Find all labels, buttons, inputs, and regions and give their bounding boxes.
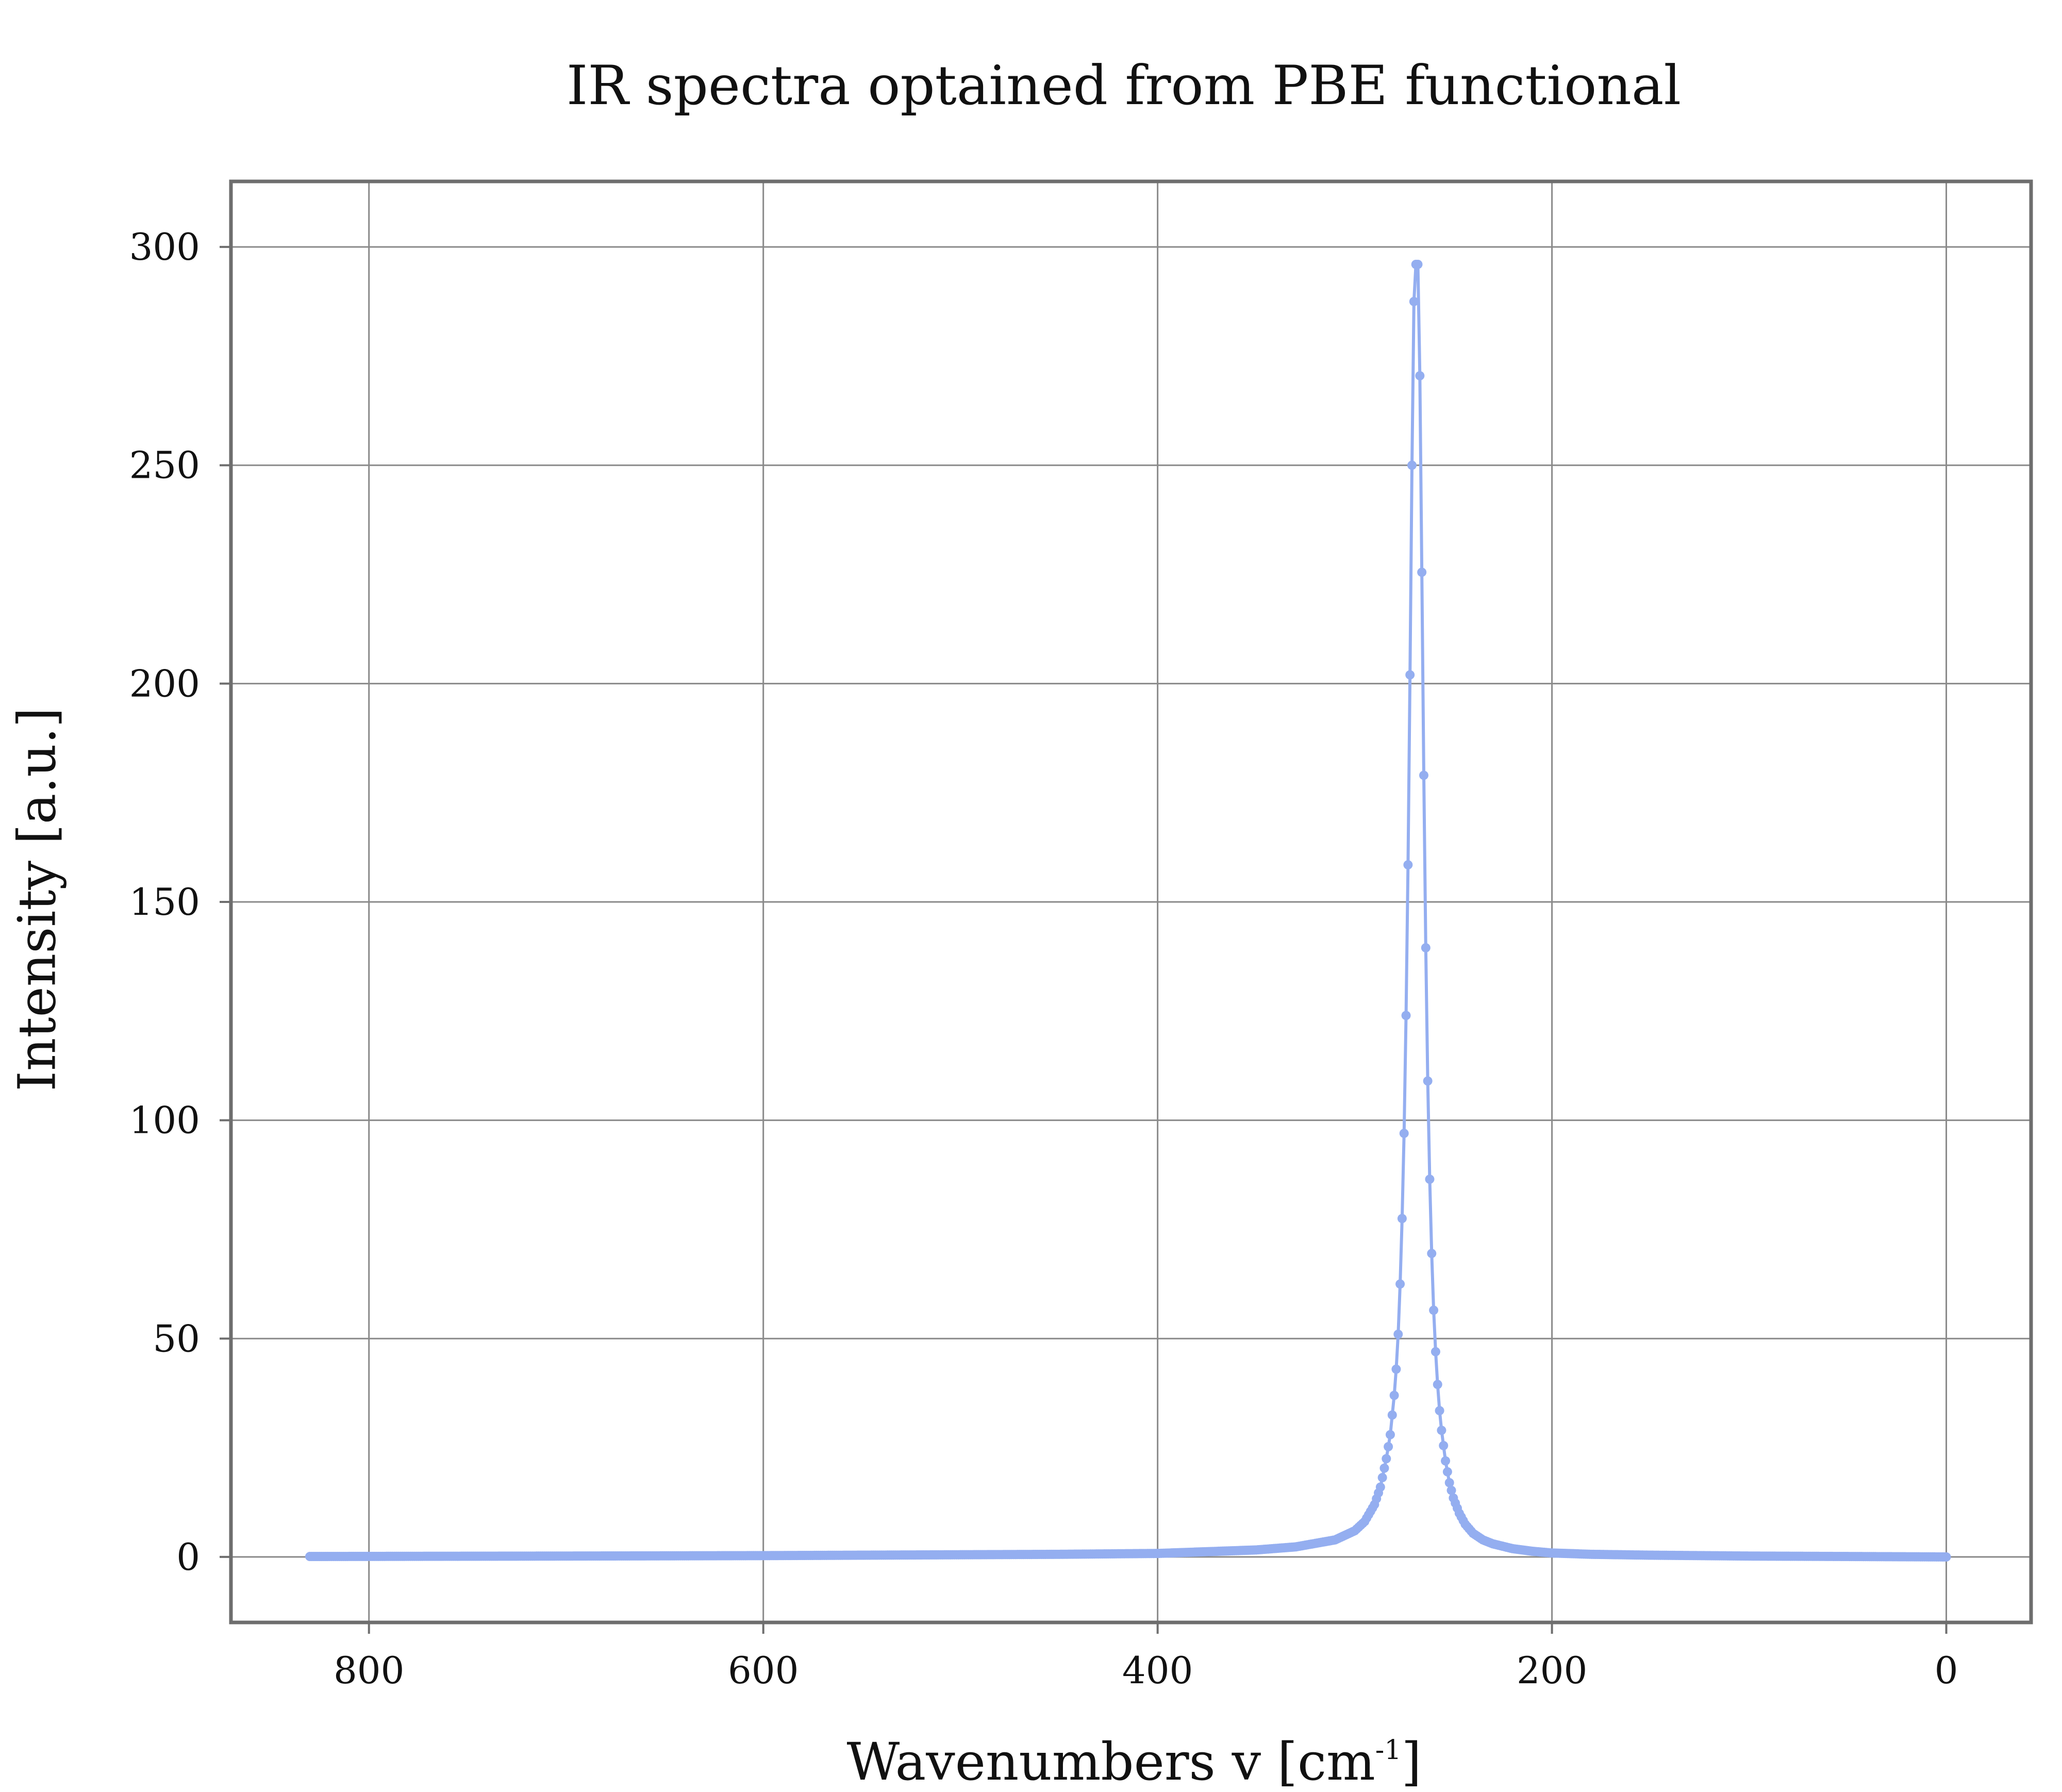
- spectrum-point: [1444, 1478, 1454, 1487]
- x-tick-label: 800: [334, 1649, 404, 1692]
- spectrum-point: [1433, 1380, 1442, 1389]
- spectrum-point: [1384, 1442, 1393, 1451]
- spectrum-point: [1379, 1463, 1389, 1473]
- chart-title: IR spectra optained from PBE functional: [566, 54, 1682, 117]
- y-tick-label: 300: [129, 225, 200, 269]
- spectrum-point: [1409, 297, 1419, 306]
- spectrum-point: [1431, 1347, 1440, 1356]
- spectrum-point: [1389, 1391, 1399, 1400]
- x-axis-label-main: Wavenumbers v [cm: [846, 1732, 1375, 1792]
- x-axis-label-superscript: -1: [1375, 1735, 1402, 1766]
- spectrum-point: [1393, 1329, 1403, 1339]
- spectrum-point: [1437, 1426, 1446, 1435]
- spectrum-point: [1417, 567, 1427, 577]
- y-tick-label: 0: [176, 1535, 200, 1579]
- spectrum-point: [1395, 1279, 1405, 1289]
- spectrum-point: [1421, 943, 1431, 952]
- spectrum-point: [1375, 1482, 1385, 1492]
- spectrum-point: [1407, 460, 1417, 470]
- spectrum-point: [1439, 1441, 1449, 1450]
- spectrum-point: [1419, 771, 1428, 780]
- series-layer: [305, 259, 1951, 1562]
- spectrum-point: [1385, 1430, 1395, 1439]
- spectrum-point: [1397, 1214, 1407, 1224]
- y-tick-label: 200: [129, 662, 200, 705]
- spectrum-point: [1401, 1011, 1411, 1020]
- axis-ticks: 800 600 400 200 0 0 50 100 150 200 250 300: [129, 225, 1958, 1692]
- spectrum-point: [1391, 1364, 1401, 1374]
- spectrum-point: [1429, 1305, 1439, 1315]
- spectrum-point: [1377, 1472, 1387, 1482]
- spectrum-point: [1387, 1410, 1397, 1420]
- spectrum-point: [1415, 371, 1425, 381]
- spectrum-line: [309, 262, 1947, 1559]
- spectrum-point: [1382, 1454, 1391, 1464]
- spectrum-point: [1442, 1467, 1452, 1477]
- y-tick-label: 50: [153, 1317, 200, 1360]
- spectrum-point: [1405, 670, 1415, 680]
- spectrum-point: [1427, 1249, 1437, 1259]
- spectrum-point: [1446, 1485, 1456, 1495]
- spectrum-point: [1435, 1406, 1444, 1416]
- spectrum-point: [1441, 1456, 1451, 1466]
- x-axis-label: Wavenumbers v [cm-1]: [0, 1732, 2062, 1792]
- spectrum-point: [1941, 1552, 1951, 1562]
- y-tick-label: 150: [129, 880, 200, 924]
- grid: [231, 181, 2031, 1622]
- x-tick-label: 200: [1517, 1649, 1587, 1692]
- spectrum-point: [1413, 259, 1423, 269]
- spectrum-point: [1399, 1129, 1409, 1138]
- y-tick-label: 250: [129, 444, 200, 487]
- x-tick-label: 600: [728, 1649, 799, 1692]
- x-tick-label: 400: [1122, 1649, 1193, 1692]
- y-tick-label: 100: [129, 1099, 200, 1142]
- spectrum-point: [1423, 1076, 1433, 1086]
- x-tick-label: 0: [1935, 1649, 1958, 1692]
- x-axis-label-close: ]: [1401, 1732, 1422, 1792]
- spectrum-point: [1403, 860, 1413, 869]
- spectrum-point: [1425, 1175, 1435, 1184]
